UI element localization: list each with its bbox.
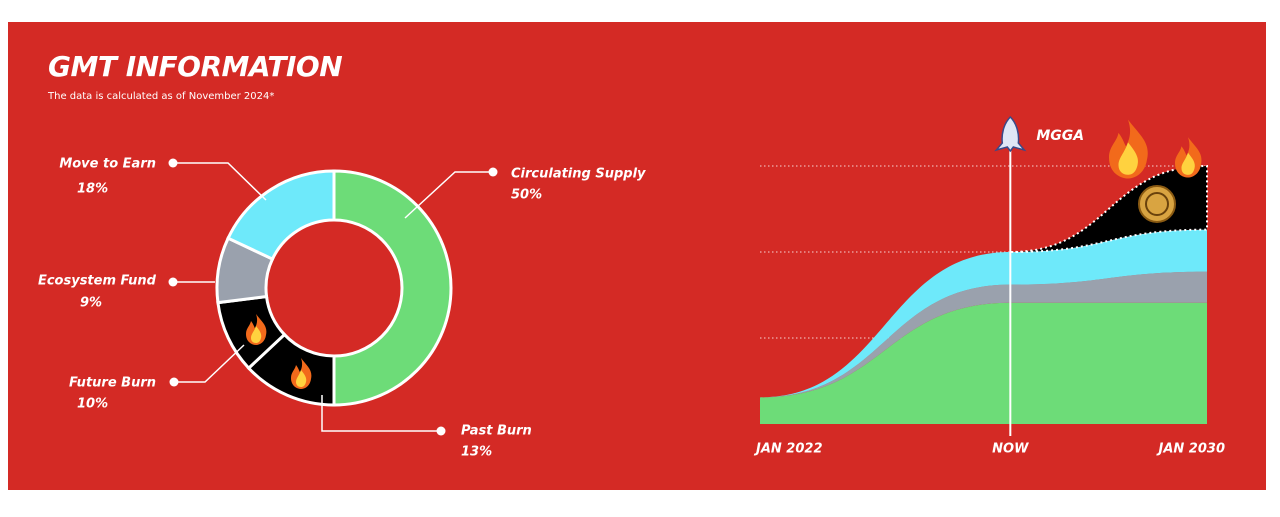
leader-line: [173, 162, 267, 201]
coin-icon: [1138, 185, 1176, 223]
leader-dot: [436, 426, 446, 436]
area-series: [760, 229, 1207, 398]
subtitle: The data is calculated as of November 20…: [47, 91, 274, 102]
donut-slice: [226, 169, 336, 262]
slice-value-label: 50%: [511, 188, 542, 203]
x-tick-label: JAN 2030: [1156, 442, 1226, 457]
leader-dot: [168, 158, 178, 168]
leader-dot: [169, 377, 179, 387]
area-series: [760, 271, 1207, 398]
slice-value-label: 9%: [80, 296, 102, 311]
slice-value-label: 10%: [77, 397, 108, 412]
donut-chart: Circulating Supply 50% Past Burn 13% Future …: [38, 157, 646, 460]
slice-value-label: 18%: [77, 182, 108, 197]
annotation: MGGA: [1036, 128, 1084, 144]
decorations: [1109, 119, 1202, 223]
leader-line: [174, 344, 245, 383]
slice-label: Move to Earn: [59, 157, 156, 172]
slice-label: Circulating Supply: [511, 167, 646, 182]
area-chart: JAN 2022 NOW JAN 2030 MGGA: [753, 115, 1226, 457]
title: GMT INFORMATION: [48, 50, 342, 83]
area-series: [760, 302, 1207, 424]
slice-label: Future Burn: [69, 376, 156, 391]
leader-line: [404, 171, 493, 219]
coin-inner: [1145, 192, 1169, 216]
x-tick-label: NOW: [992, 442, 1029, 457]
leader-dot: [488, 167, 498, 177]
leader-dot: [168, 277, 178, 287]
leader-line: [321, 395, 441, 432]
slice-label: Ecosystem Fund: [38, 274, 157, 289]
slice-value-label: 13%: [461, 445, 492, 460]
donut-slice: [332, 169, 453, 407]
rocket-icon: [994, 115, 1027, 153]
slice-label: Past Burn: [461, 424, 532, 439]
x-tick-label: JAN 2022: [753, 442, 823, 457]
